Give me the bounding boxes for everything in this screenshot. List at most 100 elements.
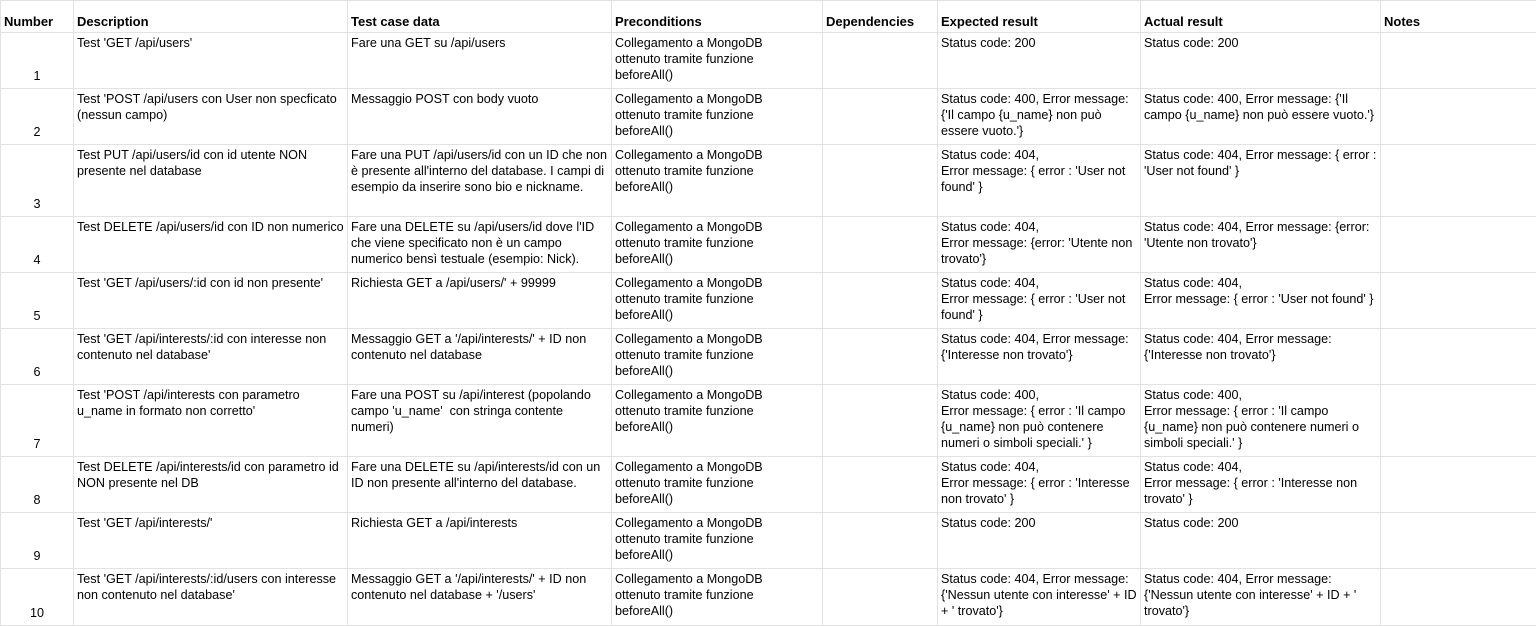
cell-description[interactable]: Test 'POST /api/interests con parametro …: [74, 385, 348, 457]
cell-notes[interactable]: [1381, 217, 1536, 273]
cell-expected-result[interactable]: Status code: 404, Error message: {error:…: [938, 217, 1141, 273]
cell-description[interactable]: Test PUT /api/users/id con id utente NON…: [74, 145, 348, 217]
cell-dependencies[interactable]: [823, 217, 938, 273]
cell-description[interactable]: Test 'GET /api/interests/:id con interes…: [74, 329, 348, 385]
cell-notes[interactable]: [1381, 385, 1536, 457]
cell-notes[interactable]: [1381, 513, 1536, 569]
cell-expected-result[interactable]: Status code: 404, Error message: { error…: [938, 145, 1141, 217]
cell-actual-result[interactable]: Status code: 200: [1141, 33, 1381, 89]
cell-preconditions[interactable]: Collegamento a MongoDB ottenuto tramite …: [612, 217, 823, 273]
header-test-case-data[interactable]: Test case data: [348, 1, 612, 33]
cell-test-case-data[interactable]: Fare una DELETE su /api/interests/id con…: [348, 457, 612, 513]
cell-dependencies[interactable]: [823, 457, 938, 513]
header-preconditions[interactable]: Preconditions: [612, 1, 823, 33]
table-row: 8 Test DELETE /api/interests/id con para…: [1, 457, 1536, 513]
cell-notes[interactable]: [1381, 569, 1536, 626]
cell-number[interactable]: 4: [1, 217, 74, 273]
header-dependencies[interactable]: Dependencies: [823, 1, 938, 33]
cell-notes[interactable]: [1381, 273, 1536, 329]
cell-actual-result[interactable]: Status code: 404, Error message: {error:…: [1141, 217, 1381, 273]
cell-preconditions[interactable]: Collegamento a MongoDB ottenuto tramite …: [612, 329, 823, 385]
cell-description[interactable]: Test 'GET /api/users': [74, 33, 348, 89]
cell-description[interactable]: Test 'GET /api/interests/:id/users con i…: [74, 569, 348, 626]
header-expected-result[interactable]: Expected result: [938, 1, 1141, 33]
cell-number[interactable]: 7: [1, 385, 74, 457]
table-row: 2 Test 'POST /api/users con User non spe…: [1, 89, 1536, 145]
cell-notes[interactable]: [1381, 89, 1536, 145]
cell-dependencies[interactable]: [823, 385, 938, 457]
cell-number[interactable]: 10: [1, 569, 74, 626]
cell-preconditions[interactable]: Collegamento a MongoDB ottenuto tramite …: [612, 145, 823, 217]
cell-test-case-data[interactable]: Messaggio GET a '/api/interests/' + ID n…: [348, 329, 612, 385]
cell-notes[interactable]: [1381, 145, 1536, 217]
cell-notes[interactable]: [1381, 457, 1536, 513]
table-row: 10 Test 'GET /api/interests/:id/users co…: [1, 569, 1536, 626]
cell-actual-result[interactable]: Status code: 200: [1141, 513, 1381, 569]
cell-test-case-data[interactable]: Messaggio POST con body vuoto: [348, 89, 612, 145]
table-row: 1 Test 'GET /api/users' Fare una GET su …: [1, 33, 1536, 89]
cell-actual-result[interactable]: Status code: 400, Error message: { error…: [1141, 385, 1381, 457]
cell-dependencies[interactable]: [823, 273, 938, 329]
cell-expected-result[interactable]: Status code: 404, Error message: { error…: [938, 457, 1141, 513]
cell-preconditions[interactable]: Collegamento a MongoDB ottenuto tramite …: [612, 33, 823, 89]
table-row: 6 Test 'GET /api/interests/:id con inter…: [1, 329, 1536, 385]
cell-preconditions[interactable]: Collegamento a MongoDB ottenuto tramite …: [612, 273, 823, 329]
cell-number[interactable]: 1: [1, 33, 74, 89]
table-row: 7 Test 'POST /api/interests con parametr…: [1, 385, 1536, 457]
table-row: 4 Test DELETE /api/users/id con ID non n…: [1, 217, 1536, 273]
cell-description[interactable]: Test DELETE /api/users/id con ID non num…: [74, 217, 348, 273]
table-row: 9 Test 'GET /api/interests/' Richiesta G…: [1, 513, 1536, 569]
cell-notes[interactable]: [1381, 33, 1536, 89]
cell-preconditions[interactable]: Collegamento a MongoDB ottenuto tramite …: [612, 457, 823, 513]
cell-dependencies[interactable]: [823, 145, 938, 217]
cell-dependencies[interactable]: [823, 33, 938, 89]
cell-number[interactable]: 8: [1, 457, 74, 513]
cell-description[interactable]: Test 'GET /api/users/:id con id non pres…: [74, 273, 348, 329]
cell-description[interactable]: Test 'POST /api/users con User non specf…: [74, 89, 348, 145]
cell-test-case-data[interactable]: Richiesta GET a /api/users/' + 99999: [348, 273, 612, 329]
cell-test-case-data[interactable]: Fare una GET su /api/users: [348, 33, 612, 89]
cell-expected-result[interactable]: Status code: 200: [938, 513, 1141, 569]
cell-actual-result[interactable]: Status code: 404, Error message: { error…: [1141, 145, 1381, 217]
cell-expected-result[interactable]: Status code: 400, Error message: {'Il ca…: [938, 89, 1141, 145]
cell-notes[interactable]: [1381, 329, 1536, 385]
cell-test-case-data[interactable]: Fare una PUT /api/users/id con un ID che…: [348, 145, 612, 217]
header-number[interactable]: Number: [1, 1, 74, 33]
cell-actual-result[interactable]: Status code: 404, Error message: { error…: [1141, 273, 1381, 329]
cell-expected-result[interactable]: Status code: 404, Error message: {'Nessu…: [938, 569, 1141, 626]
cell-preconditions[interactable]: Collegamento a MongoDB ottenuto tramite …: [612, 89, 823, 145]
cell-expected-result[interactable]: Status code: 404, Error message: { error…: [938, 273, 1141, 329]
cell-description[interactable]: Test DELETE /api/interests/id con parame…: [74, 457, 348, 513]
cell-number[interactable]: 5: [1, 273, 74, 329]
cell-number[interactable]: 3: [1, 145, 74, 217]
cell-test-case-data[interactable]: Fare una DELETE su /api/users/id dove l'…: [348, 217, 612, 273]
cell-preconditions[interactable]: Collegamento a MongoDB ottenuto tramite …: [612, 569, 823, 626]
cell-description[interactable]: Test 'GET /api/interests/': [74, 513, 348, 569]
cell-dependencies[interactable]: [823, 89, 938, 145]
cell-actual-result[interactable]: Status code: 404, Error message: {'Nessu…: [1141, 569, 1381, 626]
cell-number[interactable]: 2: [1, 89, 74, 145]
header-actual-result[interactable]: Actual result: [1141, 1, 1381, 33]
cell-dependencies[interactable]: [823, 569, 938, 626]
cell-preconditions[interactable]: Collegamento a MongoDB ottenuto tramite …: [612, 385, 823, 457]
cell-test-case-data[interactable]: Messaggio GET a '/api/interests/' + ID n…: [348, 569, 612, 626]
table-row: 5 Test 'GET /api/users/:id con id non pr…: [1, 273, 1536, 329]
cell-number[interactable]: 9: [1, 513, 74, 569]
cell-expected-result[interactable]: Status code: 400, Error message: { error…: [938, 385, 1141, 457]
cell-number[interactable]: 6: [1, 329, 74, 385]
header-row: Number Description Test case data Precon…: [1, 1, 1536, 33]
cell-preconditions[interactable]: Collegamento a MongoDB ottenuto tramite …: [612, 513, 823, 569]
cell-test-case-data[interactable]: Fare una POST su /api/interest (popoland…: [348, 385, 612, 457]
cell-dependencies[interactable]: [823, 329, 938, 385]
cell-dependencies[interactable]: [823, 513, 938, 569]
cell-expected-result[interactable]: Status code: 200: [938, 33, 1141, 89]
header-notes[interactable]: Notes: [1381, 1, 1536, 33]
cell-actual-result[interactable]: Status code: 400, Error message: {'Il ca…: [1141, 89, 1381, 145]
header-description[interactable]: Description: [74, 1, 348, 33]
table-row: 3 Test PUT /api/users/id con id utente N…: [1, 145, 1536, 217]
cell-expected-result[interactable]: Status code: 404, Error message: {'Inter…: [938, 329, 1141, 385]
cell-test-case-data[interactable]: Richiesta GET a /api/interests: [348, 513, 612, 569]
cell-actual-result[interactable]: Status code: 404, Error message: {'Inter…: [1141, 329, 1381, 385]
cell-actual-result[interactable]: Status code: 404, Error message: { error…: [1141, 457, 1381, 513]
